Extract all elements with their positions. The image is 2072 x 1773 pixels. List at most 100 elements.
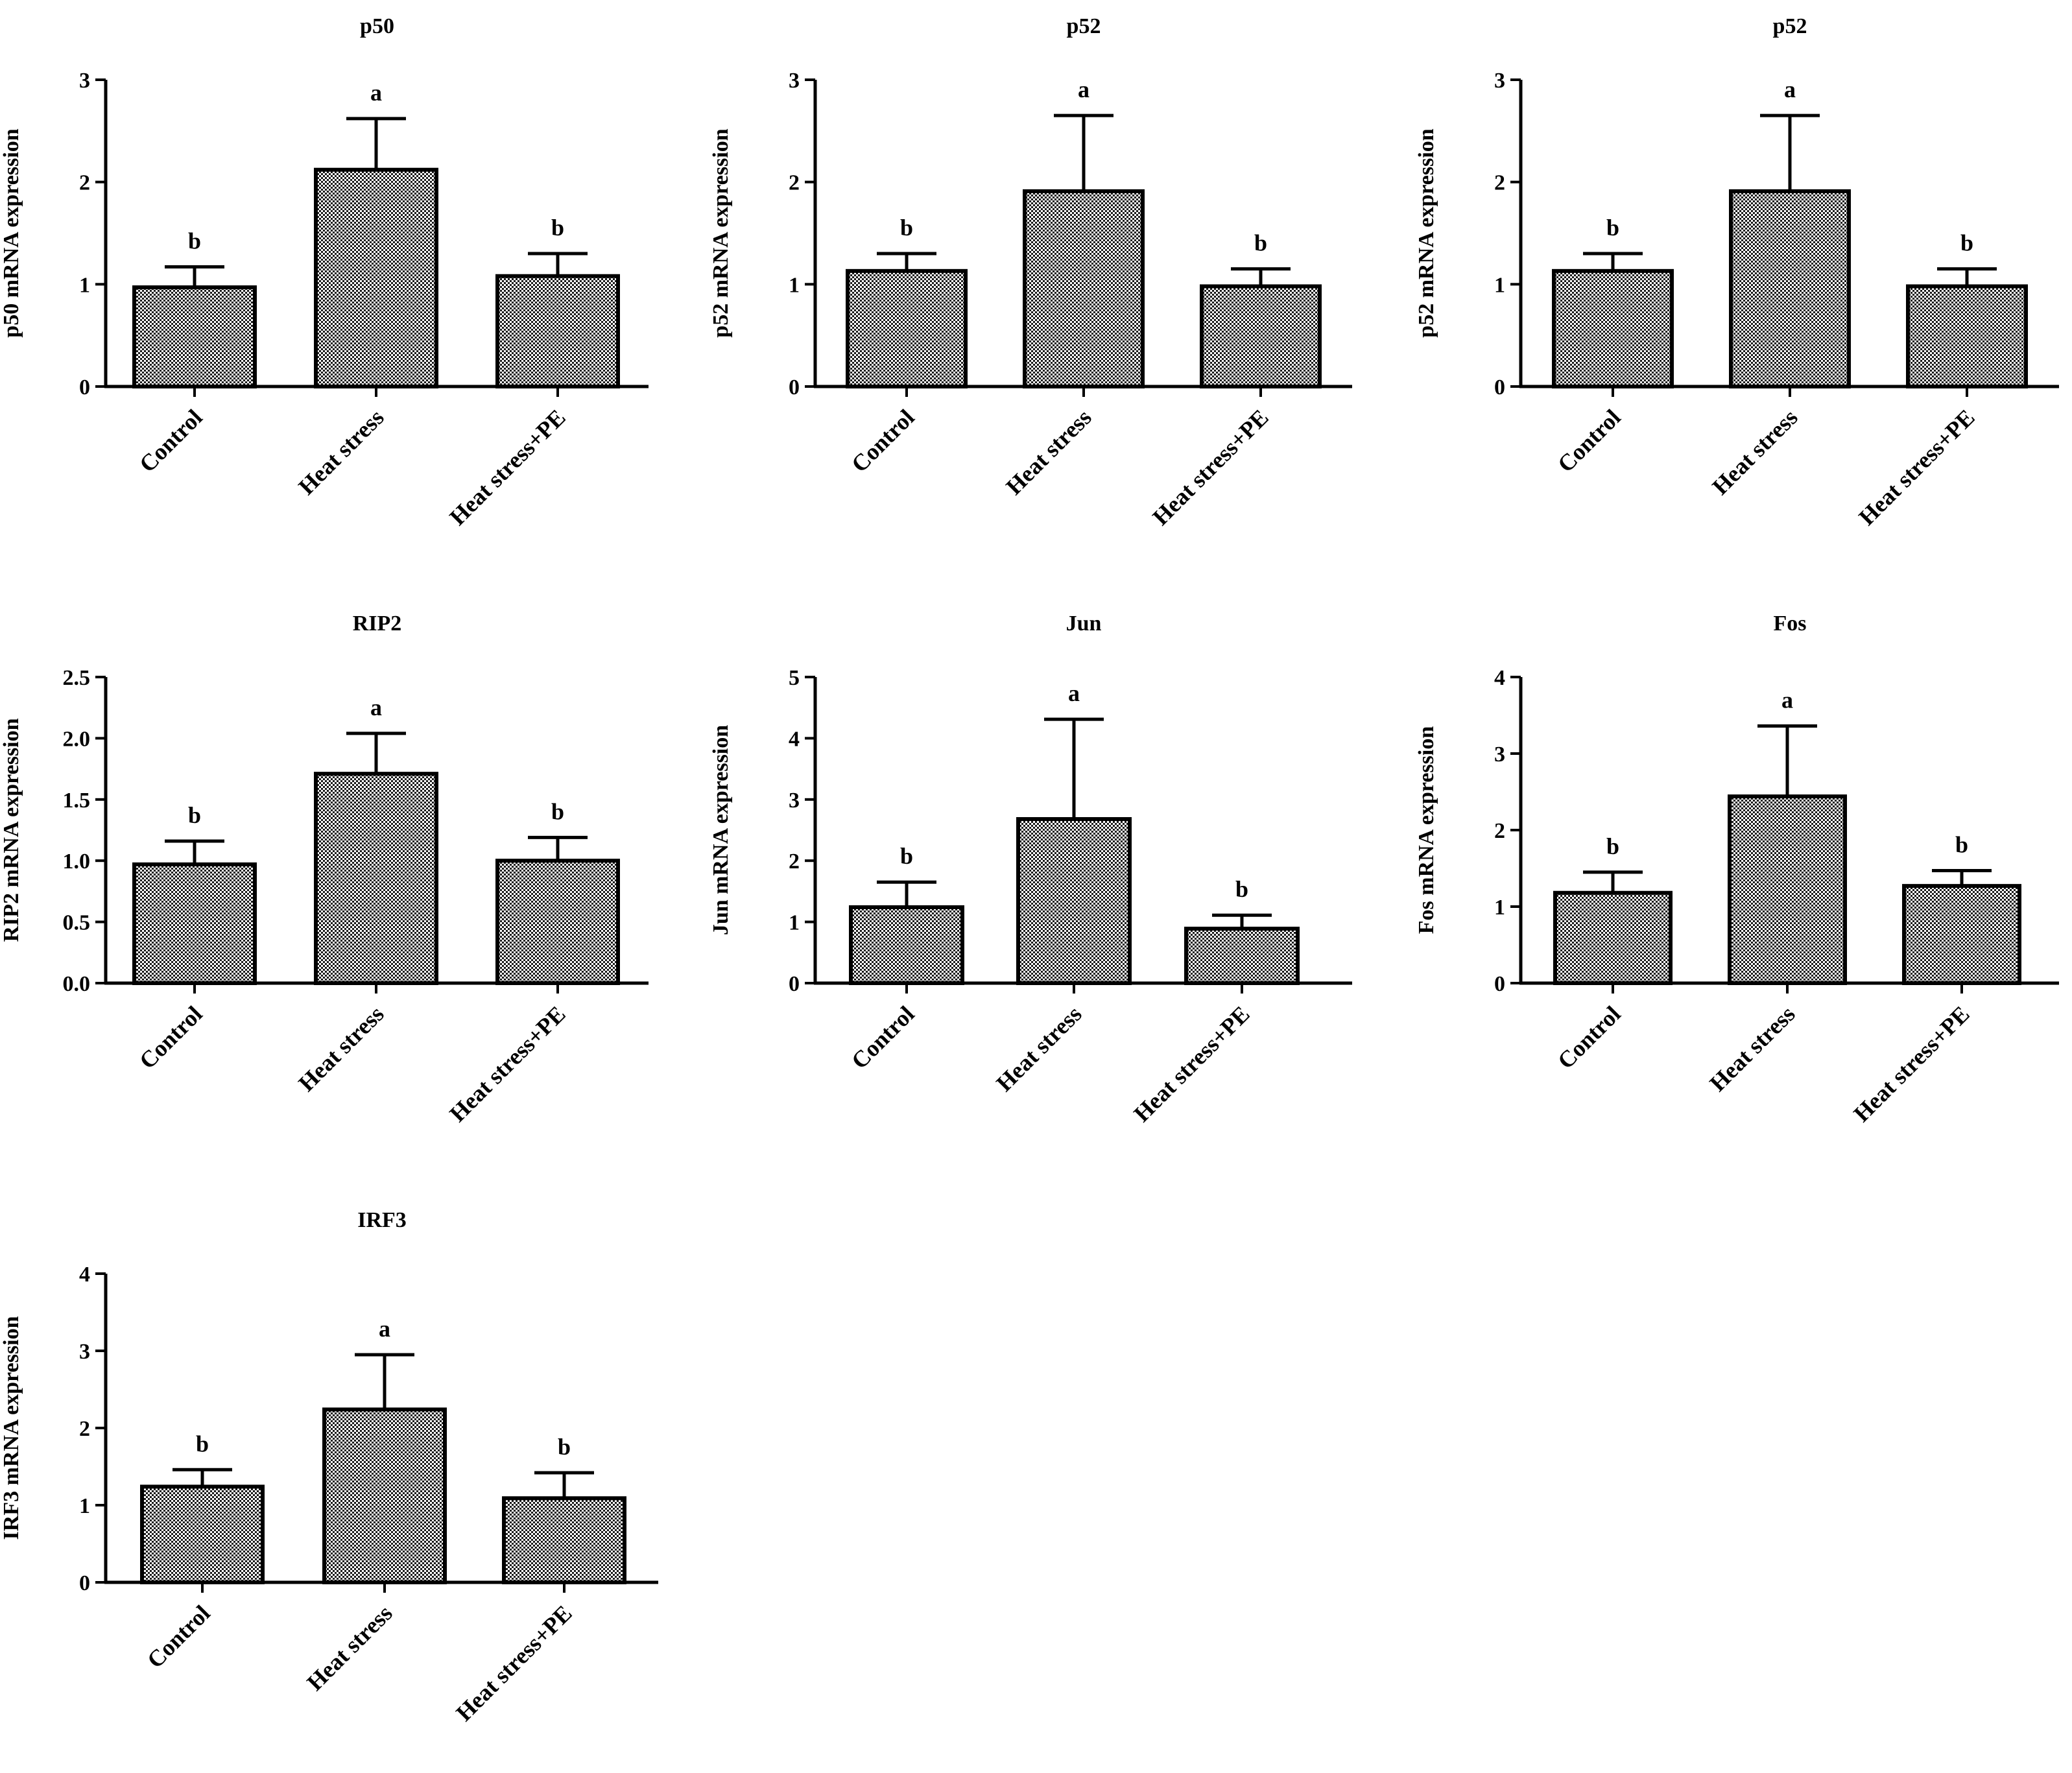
y-tick-label-2: 1 xyxy=(789,273,800,297)
x-tick-label-3: Heat stress+PE xyxy=(1848,1001,1974,1126)
chart-title: IRF3 xyxy=(357,1208,407,1232)
significance-letter-1: b xyxy=(900,843,913,869)
significance-letter-2: a xyxy=(1078,77,1090,102)
bar-1 xyxy=(849,905,964,985)
bar-3 xyxy=(1902,884,2021,986)
significance-letter-1: b xyxy=(188,802,201,828)
y-tick-label-1: 0 xyxy=(789,375,800,399)
x-tick-label-2: Heat stress xyxy=(1001,404,1096,499)
x-tick-label-2: Heat stress xyxy=(1704,1001,1800,1096)
x-tick-label-2: Heat stress xyxy=(293,1001,388,1096)
y-axis-label: p50 mRNA expression xyxy=(0,128,23,337)
significance-letter-1: b xyxy=(1606,215,1619,241)
y-tick-label-1: 0 xyxy=(79,1571,90,1595)
chart-panel-7: IRF3 IRF3 mRNA expression b Control a Heat st… xyxy=(0,1208,658,1726)
y-tick-label-6: 5 xyxy=(789,666,800,690)
bar-1 xyxy=(132,862,257,986)
y-tick-label-3: 1.0 xyxy=(63,850,91,874)
chart-title: p50 xyxy=(360,14,394,38)
significance-letter-3: b xyxy=(1955,832,1968,858)
y-tick-label-2: 1 xyxy=(789,911,800,935)
y-tick-label-5: 4 xyxy=(79,1263,90,1287)
y-tick-label-5: 4 xyxy=(1494,666,1505,690)
significance-letter-2: a xyxy=(370,695,382,720)
significance-letter-1: b xyxy=(900,215,913,241)
bar-3 xyxy=(502,1496,626,1585)
x-tick-label-3: Heat stress+PE xyxy=(451,1600,577,1726)
significance-letter-2: a xyxy=(1068,680,1080,706)
y-tick-label-2: 1 xyxy=(79,1494,90,1518)
bar-2 xyxy=(1728,794,1847,985)
significance-letter-2: a xyxy=(379,1316,390,1342)
x-tick-label-2: Heat stress xyxy=(991,1001,1086,1096)
bar-2 xyxy=(314,167,438,388)
significance-letter-1: b xyxy=(1606,833,1619,859)
bar-3 xyxy=(495,859,620,985)
y-axis-label: RIP2 mRNA expression xyxy=(0,718,23,942)
bar-3 xyxy=(1200,284,1322,388)
y-tick-label-4: 3 xyxy=(79,69,90,93)
y-tick-label-5: 2.0 xyxy=(63,727,91,751)
chart-panel-3: p52 p52 mRNA expression b Control a Heat stre… xyxy=(1414,14,2059,530)
bar-1 xyxy=(132,285,257,388)
x-tick-label-3: Heat stress+PE xyxy=(1853,404,1979,530)
significance-letter-3: b xyxy=(551,215,564,241)
y-axis-label: Fos mRNA expression xyxy=(1414,726,1438,934)
x-tick-label-2: Heat stress xyxy=(1707,404,1802,499)
bar-1 xyxy=(140,1484,265,1584)
bar-2 xyxy=(314,772,438,985)
y-axis-label: p52 mRNA expression xyxy=(709,128,733,337)
bar-2 xyxy=(1023,189,1145,388)
chart-panel-2: p52 p52 mRNA expression b Control a Heat stre… xyxy=(709,14,1352,530)
x-tick-label-3: Heat stress+PE xyxy=(1128,1001,1254,1126)
significance-letter-3: b xyxy=(558,1434,571,1460)
y-tick-label-3: 2 xyxy=(79,171,90,195)
bar-2 xyxy=(322,1407,447,1584)
x-tick-label-3: Heat stress+PE xyxy=(444,1001,570,1126)
y-tick-label-5: 4 xyxy=(789,727,800,751)
y-tick-label-1: 0 xyxy=(79,375,90,399)
x-tick-label-1: Control xyxy=(846,1001,920,1074)
significance-letter-1: b xyxy=(196,1431,209,1457)
x-tick-label-1: Control xyxy=(142,1600,215,1673)
chart-title: p52 xyxy=(1773,14,1807,38)
chart-title: Fos xyxy=(1774,612,1807,636)
bar-1 xyxy=(846,268,968,388)
y-tick-label-3: 2 xyxy=(789,171,800,195)
chart-title: Jun xyxy=(1066,612,1102,636)
y-tick-label-2: 1 xyxy=(1494,896,1505,920)
y-tick-label-2: 1 xyxy=(1494,273,1505,297)
significance-letter-3: b xyxy=(1960,230,1973,256)
y-tick-label-2: 0.5 xyxy=(63,911,91,935)
significance-letter-3: b xyxy=(1235,876,1248,902)
y-tick-label-1: 0.0 xyxy=(63,972,91,996)
significance-letter-3: b xyxy=(551,798,564,824)
y-tick-label-4: 3 xyxy=(789,789,800,813)
significance-letter-2: a xyxy=(1784,77,1796,102)
bar-3 xyxy=(1184,926,1300,986)
x-tick-label-1: Control xyxy=(1553,404,1626,477)
y-tick-label-3: 2 xyxy=(1494,819,1505,843)
y-tick-label-6: 2.5 xyxy=(63,666,91,690)
y-tick-label-2: 1 xyxy=(79,273,90,297)
bar-1 xyxy=(1552,268,1674,388)
x-tick-label-3: Heat stress+PE xyxy=(444,404,570,530)
y-tick-label-3: 2 xyxy=(79,1417,90,1441)
x-tick-label-3: Heat stress+PE xyxy=(1147,404,1273,530)
y-tick-label-3: 2 xyxy=(1494,171,1505,195)
y-axis-label: Jun mRNA expression xyxy=(709,725,733,935)
y-axis-label: IRF3 mRNA expression xyxy=(0,1316,23,1540)
y-tick-label-4: 3 xyxy=(789,69,800,93)
y-tick-label-4: 3 xyxy=(1494,69,1505,93)
chart-title: RIP2 xyxy=(353,612,402,636)
x-tick-label-1: Control xyxy=(134,1001,208,1074)
x-tick-label-1: Control xyxy=(134,404,208,477)
y-tick-label-4: 3 xyxy=(79,1340,90,1364)
chart-panel-1: p50 p50 mRNA expression b Control a Heat stre… xyxy=(0,14,649,530)
y-tick-label-1: 0 xyxy=(1494,375,1505,399)
bar-3 xyxy=(1906,284,2028,388)
x-tick-label-2: Heat stress xyxy=(293,404,388,499)
significance-letter-1: b xyxy=(188,228,201,254)
significance-letter-2: a xyxy=(370,80,382,106)
